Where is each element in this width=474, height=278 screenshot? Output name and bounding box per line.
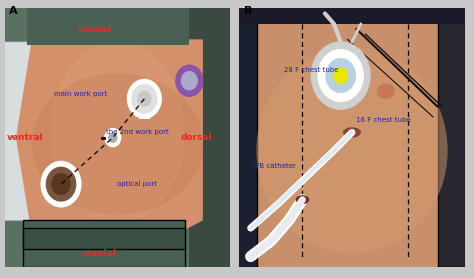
Bar <box>27 8 189 44</box>
Circle shape <box>42 162 80 206</box>
Circle shape <box>138 91 151 106</box>
Text: main work port: main work port <box>54 91 108 97</box>
Ellipse shape <box>50 42 185 223</box>
Bar <box>239 8 465 24</box>
Circle shape <box>128 80 161 118</box>
FancyBboxPatch shape <box>235 8 257 267</box>
Text: ventral: ventral <box>7 133 44 142</box>
FancyBboxPatch shape <box>23 220 185 267</box>
Text: dorsal: dorsal <box>180 133 212 142</box>
Ellipse shape <box>256 47 447 254</box>
FancyBboxPatch shape <box>438 8 465 267</box>
Text: 16 F chest tube: 16 F chest tube <box>356 116 411 123</box>
Circle shape <box>46 167 76 201</box>
Text: caudal: caudal <box>78 24 111 34</box>
Ellipse shape <box>377 83 395 99</box>
Circle shape <box>334 68 347 83</box>
Text: B: B <box>244 6 252 16</box>
Bar <box>139 114 150 119</box>
Text: cranial: cranial <box>82 249 117 259</box>
Ellipse shape <box>32 73 203 215</box>
Ellipse shape <box>343 127 361 138</box>
Circle shape <box>326 59 356 92</box>
Text: optical port: optical port <box>117 181 157 187</box>
Polygon shape <box>16 39 203 236</box>
Circle shape <box>182 72 197 90</box>
Text: 28 F chest tube: 28 F chest tube <box>284 67 339 73</box>
Circle shape <box>318 50 363 101</box>
Circle shape <box>105 128 121 147</box>
Text: TPB catheter: TPB catheter <box>251 163 295 169</box>
FancyBboxPatch shape <box>23 228 185 249</box>
Circle shape <box>311 42 370 109</box>
Text: the 2nd work port: the 2nd work port <box>106 130 169 135</box>
Circle shape <box>52 174 70 195</box>
Ellipse shape <box>296 195 309 204</box>
Text: A: A <box>9 6 18 16</box>
Bar <box>189 8 230 267</box>
Circle shape <box>132 85 157 113</box>
Circle shape <box>109 133 117 142</box>
FancyBboxPatch shape <box>0 42 45 220</box>
Circle shape <box>176 65 203 96</box>
